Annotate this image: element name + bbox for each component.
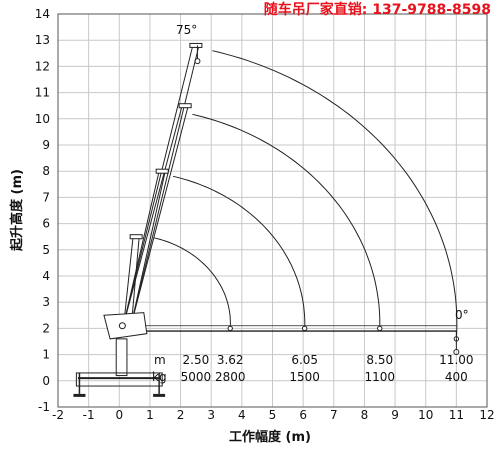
load-value: 1100 (364, 370, 395, 384)
outrigger-pad (153, 393, 166, 397)
crane-column (115, 338, 128, 377)
top-hook (194, 58, 201, 65)
y-tick-label: 2 (42, 321, 50, 335)
boom-line (123, 105, 183, 324)
min-angle-label: 0° (455, 308, 469, 322)
radius-value: 8.50 (366, 353, 393, 367)
boom-line-edge (131, 236, 140, 324)
y-tick-label: 4 (42, 269, 50, 283)
y-axis-title: 起升高度 (m) (9, 169, 25, 252)
y-tick-label: 1 (42, 348, 50, 362)
working-range-arc (192, 113, 381, 329)
x-tick-label: 4 (238, 408, 246, 422)
y-tick-label: 7 (42, 190, 50, 204)
boom-positions (123, 42, 203, 324)
x-tick-label: 6 (299, 408, 307, 422)
y-tick-label: 8 (42, 164, 50, 178)
hook-point (301, 325, 308, 332)
hook-point (377, 325, 383, 332)
outrigger-pad (73, 393, 86, 397)
x-tick-label: 2 (177, 408, 185, 422)
x-tick-label: 11 (449, 408, 464, 422)
radius-value: 2.50 (183, 353, 210, 367)
working-range-arc (172, 175, 306, 329)
x-tick-label: 0 (115, 408, 123, 422)
load-value: 400 (445, 370, 468, 384)
load-table: 2.50 5000 3.62 2800 6.05 1500 8.50 1100 11.00 400 (181, 353, 474, 384)
y-tick-label: 14 (35, 7, 50, 21)
x-tick-label: 9 (391, 408, 399, 422)
x-tick-label: 5 (269, 408, 277, 422)
boom-tip (178, 103, 192, 109)
axis-ticks: -2 -1 0 1 2 3 4 5 6 7 8 9 10 11 12-1012345678910111213… (35, 7, 495, 422)
x-tick-label: 3 (207, 408, 215, 422)
x-tick-label: -2 (52, 408, 64, 422)
boom-line (123, 236, 134, 324)
boom-tip (189, 42, 203, 48)
working-range-curves (153, 50, 460, 342)
boom-tip (129, 234, 143, 240)
y-tick-label: 0 (42, 374, 50, 388)
x-tick-label: 8 (361, 408, 369, 422)
y-tick-label: 10 (35, 112, 50, 126)
y-tick-label: 13 (35, 33, 50, 47)
chassis-frame (75, 372, 163, 387)
boom-line-edge (131, 105, 189, 324)
working-range-arc (153, 237, 231, 329)
hook-point (227, 325, 233, 332)
x-tick-label: 7 (330, 408, 338, 422)
radius-value: 3.62 (217, 353, 244, 367)
radius-value: 6.05 (291, 353, 318, 367)
max-angle-label: 75° (176, 23, 197, 37)
boom-line (123, 171, 160, 324)
boom-line-edge (131, 45, 200, 324)
y-tick-label: 3 (42, 295, 50, 309)
y-tick-label: 12 (35, 59, 50, 73)
x-tick-label: 12 (479, 408, 494, 422)
y-tick-label: -1 (38, 400, 50, 414)
load-value: 2800 (215, 370, 246, 384)
load-unit-label: kg (152, 370, 167, 384)
radius-value: 11.00 (439, 353, 473, 367)
boom-line-edge (131, 171, 166, 324)
x-tick-label: 1 (146, 408, 154, 422)
radius-unit-label: m (154, 353, 166, 367)
y-tick-label: 9 (42, 138, 50, 152)
x-tick-label: 10 (418, 408, 433, 422)
y-tick-label: 11 (35, 86, 50, 100)
plot-frame (57, 13, 488, 408)
working-baseline (126, 325, 460, 355)
y-tick-label: 6 (42, 217, 50, 231)
load-value: 1500 (289, 370, 320, 384)
crane-base (73, 312, 166, 397)
x-tick-label: -1 (83, 408, 95, 422)
x-axis-title: 工作幅度 (m) (229, 429, 311, 445)
working-range-arc (212, 50, 458, 339)
y-tick-label: 5 (42, 243, 50, 257)
pivot-pin (118, 322, 126, 330)
hook (453, 348, 460, 355)
boom-tip (155, 168, 169, 174)
sales-banner: 随车吊厂家直销: 137-9788-8598 (264, 1, 491, 18)
load-value: 5000 (181, 370, 212, 384)
